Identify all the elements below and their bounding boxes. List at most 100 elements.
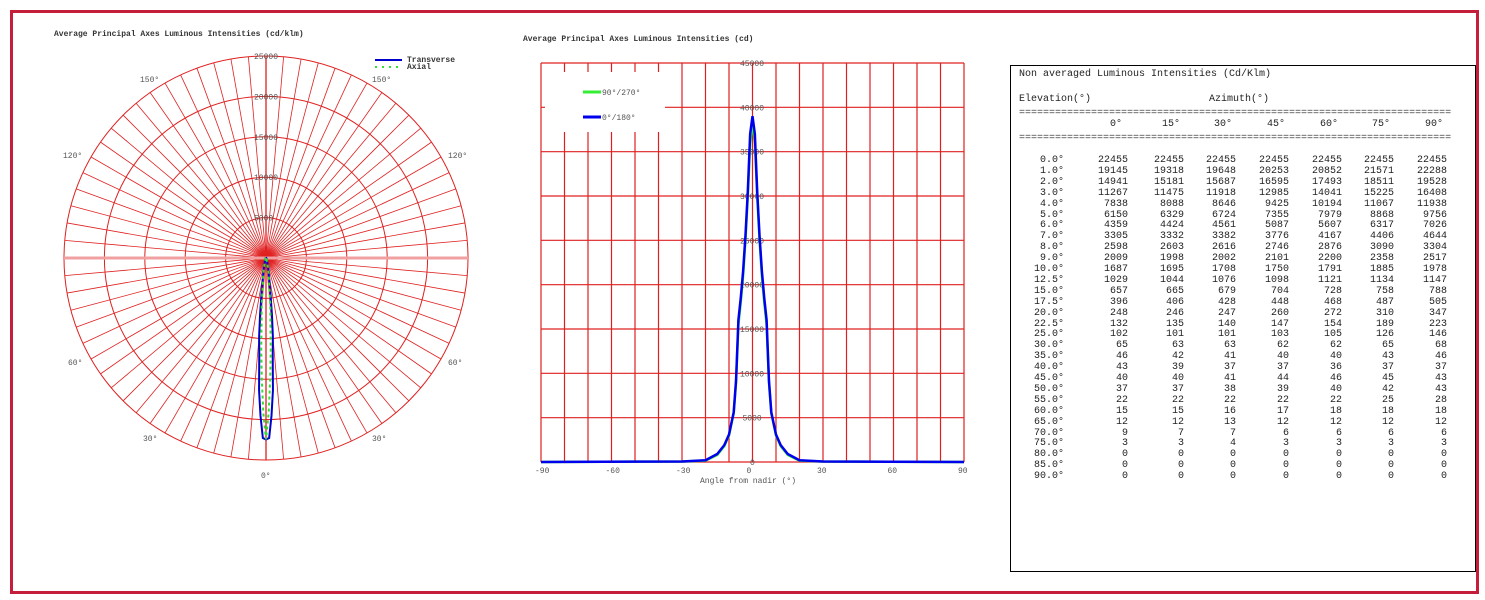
table-cell: 15225	[1363, 187, 1394, 199]
table-cell: 22455	[1363, 155, 1394, 166]
table-cell: 0	[1177, 471, 1184, 483]
polar-radial-line	[135, 103, 267, 259]
table-cell: 40	[1329, 383, 1342, 395]
table-cell: 1121	[1317, 274, 1342, 286]
table-cell: 2746	[1264, 242, 1289, 254]
table-cell: 3	[1177, 438, 1184, 450]
table-cell: 63	[1171, 340, 1184, 352]
table-cell: 6317	[1369, 220, 1394, 232]
table-cell: 19318	[1153, 165, 1184, 177]
table-cell: 40	[1171, 373, 1184, 384]
col-header: Azimuth(°)	[1209, 94, 1270, 105]
table-cell: 1695	[1159, 264, 1184, 275]
table-cell: 7355	[1264, 209, 1289, 221]
table-cell: 2200	[1317, 253, 1342, 265]
polar-radial-line	[213, 257, 267, 454]
polar-radial-line	[265, 74, 352, 259]
table-cell: 37	[1115, 383, 1128, 395]
table-cell: 12	[1115, 416, 1128, 428]
table-cell: 0	[1387, 449, 1394, 461]
table-cell: 347	[1428, 307, 1447, 319]
table-cell: 22	[1171, 394, 1184, 406]
table-cell: 0	[1335, 449, 1342, 461]
polar-radial-line	[100, 141, 267, 259]
table-cell: 37	[1276, 362, 1289, 374]
table-cell: 2009	[1103, 253, 1128, 265]
polar-radial-line	[265, 56, 285, 259]
table-cell: 37	[1171, 383, 1184, 395]
angle-label-60-right: 60°	[448, 359, 462, 368]
table-cell: 3	[1335, 438, 1342, 450]
polar-radial-line	[76, 188, 267, 259]
polar-radial-line	[122, 114, 267, 259]
row-elevation: 70.0°	[1033, 427, 1064, 439]
table-cell: 0	[1282, 449, 1289, 461]
table-cell: 42	[1381, 383, 1394, 395]
separator-top: ========================================…	[1019, 108, 1451, 119]
column-header: 15°	[1161, 119, 1180, 130]
table-cell: 22288	[1416, 165, 1447, 177]
table-cell: 3382	[1211, 231, 1236, 243]
intensity-table: Non averaged Luminous Intensities (Cd/Kl…	[1010, 65, 1476, 572]
table-cell: 19648	[1205, 165, 1236, 177]
table-cell: 0	[1440, 460, 1447, 472]
polar-radial-line	[265, 188, 456, 259]
polar-radial-line	[180, 257, 267, 442]
table-cell: 7	[1229, 427, 1236, 439]
table-cell: 1750	[1264, 264, 1289, 275]
table-cell: 260	[1270, 307, 1289, 319]
table-cell: 0	[1177, 460, 1184, 472]
row-elevation: 6.0°	[1039, 220, 1064, 232]
table-cell: 41	[1223, 351, 1236, 363]
table-cell: 4167	[1317, 231, 1342, 243]
table-cell: 12	[1171, 416, 1184, 428]
table-cell: 248	[1109, 307, 1128, 319]
polar-radial-line	[70, 257, 267, 311]
table-cell: 0	[1387, 460, 1394, 472]
table-cell: 2616	[1211, 242, 1236, 254]
legend-transverse: Transverse	[407, 56, 455, 65]
row-elevation: 22.5°	[1033, 318, 1064, 330]
row-elevation: 12.5°	[1033, 274, 1064, 286]
table-cell: 65	[1381, 340, 1394, 352]
table-cell: 18511	[1363, 176, 1394, 188]
column-header: 60°	[1319, 119, 1338, 130]
table-cell: 37	[1381, 362, 1394, 374]
angle-label-120-right: 120°	[448, 152, 467, 161]
radial-tick-label: 20000	[254, 93, 278, 102]
polar-radial-line	[149, 257, 267, 424]
polar-radial-line	[265, 257, 442, 360]
table-cell: 0	[1229, 449, 1236, 461]
page-frame	[10, 10, 1479, 594]
table-cell: 17493	[1311, 176, 1342, 188]
table-cell: 22455	[1153, 155, 1184, 166]
polar-radial-line	[66, 257, 267, 294]
polar-radial-line	[265, 257, 432, 375]
table-cell: 3	[1121, 438, 1128, 450]
table-cell: 728	[1323, 285, 1342, 297]
table-cell: 102	[1109, 329, 1128, 341]
table-cell: 3305	[1103, 231, 1128, 243]
table-cell: 2002	[1211, 253, 1236, 265]
table-cell: 41	[1223, 373, 1236, 384]
table-cell: 0	[1177, 449, 1184, 461]
polar-radial-line	[265, 257, 302, 458]
table-cell: 3776	[1264, 231, 1289, 243]
row-elevation: 15.0°	[1033, 285, 1064, 297]
table-cell: 6	[1335, 427, 1342, 439]
polar-radial-line	[265, 127, 421, 259]
polar-radial-line	[213, 62, 267, 259]
table-cell: 8868	[1369, 209, 1394, 221]
row-elevation: 8.0°	[1039, 242, 1064, 254]
polar-radial-line	[111, 257, 267, 389]
column-header: 75°	[1371, 119, 1390, 130]
table-cell: 665	[1165, 285, 1184, 297]
table-cell: 1134	[1369, 274, 1394, 286]
table-cell: 103	[1270, 329, 1289, 341]
column-header: 45°	[1266, 119, 1285, 130]
table-cell: 1029	[1103, 274, 1128, 286]
table-cell: 46	[1115, 351, 1128, 363]
table-cell: 38	[1223, 383, 1236, 395]
table-cell: 154	[1323, 318, 1342, 330]
row-elevation: 40.0°	[1033, 362, 1064, 374]
